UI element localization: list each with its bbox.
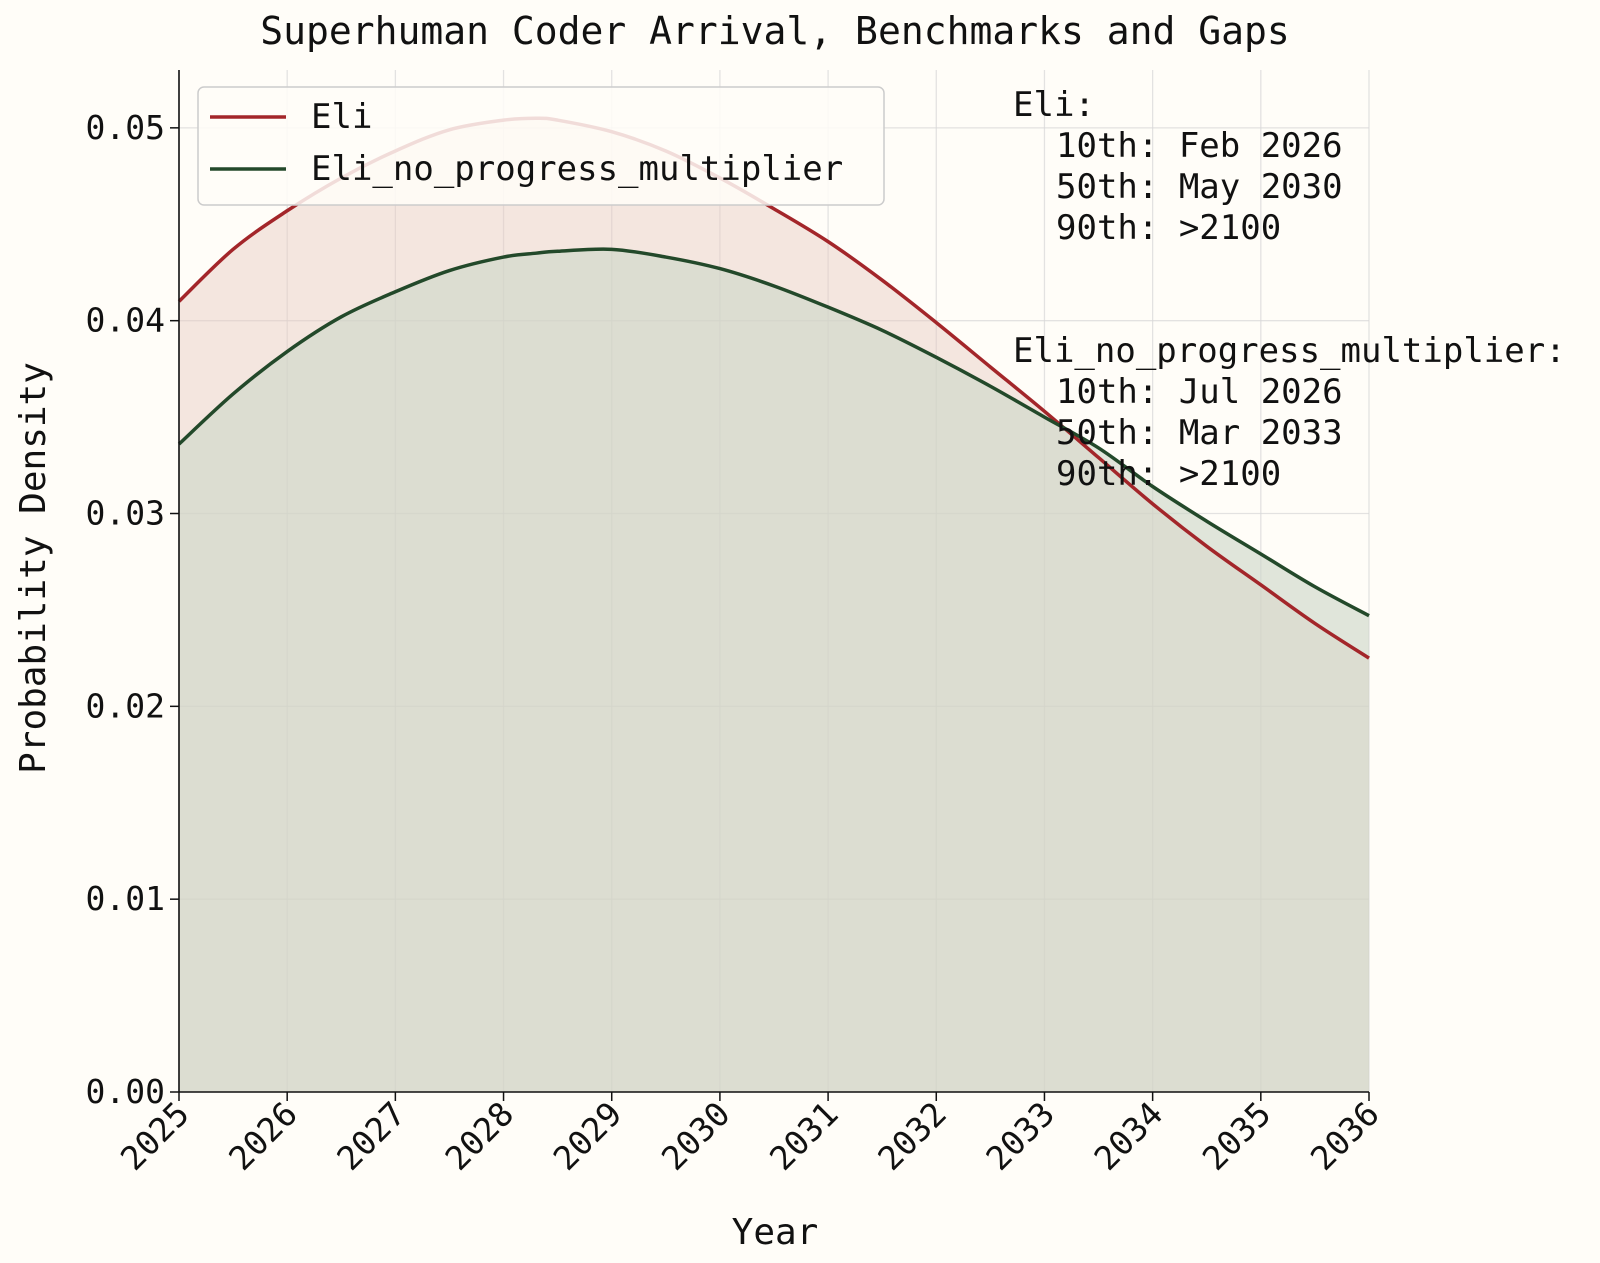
y-tick-label-0.01: 0.01	[86, 879, 165, 918]
y-tick-label-0.00: 0.00	[86, 1072, 165, 1111]
y-tick-label-0.04: 0.04	[86, 301, 165, 340]
series-line-no-progress	[177, 247, 1370, 618]
annotation-eli-p50: 50th: May 2030	[1056, 167, 1343, 207]
axes	[170, 70, 1370, 1101]
legend-label-no-progress: Eli_no_progress_multiplier	[311, 149, 843, 189]
annotation-no-progress-p90: 90th: >2100	[1056, 454, 1281, 494]
annotation-eli-p10: 10th: Feb 2026	[1056, 126, 1343, 166]
y-tick-label-0.05: 0.05	[86, 108, 165, 147]
x-axis-label: Year	[732, 1212, 819, 1253]
annotation-eli-p90: 90th: >2100	[1056, 208, 1281, 248]
legend: Eli Eli_no_progress_multiplier	[197, 86, 885, 206]
legend-box	[197, 86, 885, 206]
area-fills	[179, 118, 1369, 1092]
chart-title: Superhuman Coder Arrival, Benchmarks and…	[260, 9, 1290, 53]
annotation-no-progress-title: Eli_no_progress_multiplier:	[1013, 331, 1566, 371]
y-tick-label-0.03: 0.03	[86, 494, 165, 533]
y-tick-label-0.02: 0.02	[86, 686, 165, 725]
legend-label-eli: Eli	[311, 97, 372, 137]
percentile-annotations: Eli: 10th: Feb 2026 50th: May 2030 90th:…	[1013, 85, 1566, 494]
y-axis-label: Probability Density	[13, 362, 54, 774]
area-fill-no-progress	[179, 249, 1369, 1092]
annotation-no-progress-p10: 10th: Jul 2026	[1056, 372, 1343, 412]
annotation-eli-title: Eli:	[1013, 85, 1095, 125]
annotation-no-progress-p50: 50th: Mar 2033	[1056, 413, 1343, 453]
